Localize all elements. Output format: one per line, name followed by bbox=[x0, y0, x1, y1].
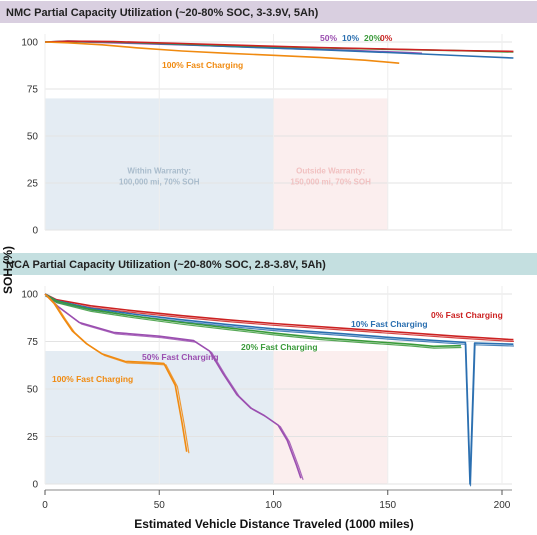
top-panel-header bbox=[0, 1, 537, 23]
x-tick-label: 200 bbox=[494, 500, 511, 511]
series-label: 20% bbox=[364, 33, 381, 43]
series-line-20-fast-charging bbox=[44, 293, 461, 348]
x-tick-label: 100 bbox=[265, 500, 282, 511]
x-tick-label: 50 bbox=[154, 500, 166, 511]
y-axis-label: SOH (%) bbox=[1, 246, 15, 294]
x-axis-label: Estimated Vehicle Distance Traveled (100… bbox=[134, 517, 413, 531]
series-label: 10% Fast Charging bbox=[351, 319, 428, 329]
y-tick-label: 0 bbox=[32, 226, 38, 237]
series-label: 50% Fast Charging bbox=[142, 352, 219, 362]
series-line-100-fast-charging bbox=[44, 293, 188, 452]
y-tick-label: 100 bbox=[21, 38, 38, 49]
bottom-panel-header bbox=[0, 253, 537, 275]
series-replicate-line bbox=[46, 295, 304, 480]
warranty-region-0-1 bbox=[273, 98, 388, 231]
y-tick-label: 75 bbox=[27, 337, 39, 348]
y-tick-label: 75 bbox=[27, 85, 39, 96]
bottom-panel-title: NCA Partial Capacity Utilization (~20-80… bbox=[6, 259, 326, 271]
warranty-region-1-1 bbox=[273, 351, 388, 484]
x-tick-label: 150 bbox=[379, 500, 396, 511]
series-label: 100% Fast Charging bbox=[52, 374, 133, 384]
y-tick-label: 25 bbox=[27, 179, 39, 190]
y-tick-label: 50 bbox=[27, 132, 39, 143]
y-tick-label: 100 bbox=[21, 290, 38, 301]
warranty-label: Within Warranty: bbox=[127, 166, 191, 175]
warranty-label: Outside Warranty: bbox=[296, 166, 365, 175]
y-tick-label: 50 bbox=[27, 385, 39, 396]
series-line-50-fast-charging bbox=[44, 293, 302, 479]
warranty-sublabel: 100,000 mi, 70% SOH bbox=[119, 177, 200, 186]
series-label: 0% Fast Charging bbox=[431, 310, 503, 320]
series-line-100-fast-charging bbox=[44, 41, 400, 64]
warranty-sublabel: 150,000 mi, 70% SOH bbox=[290, 177, 371, 186]
series-label: 10% bbox=[342, 33, 359, 43]
top-panel-title: NMC Partial Capacity Utilization (~20-80… bbox=[6, 7, 319, 19]
series-line-0- bbox=[44, 40, 514, 53]
y-tick-label: 0 bbox=[32, 480, 38, 491]
series-label: 50% bbox=[320, 33, 337, 43]
y-tick-label: 25 bbox=[27, 432, 39, 443]
x-tick-label: 0 bbox=[42, 500, 48, 511]
series-replicate-line bbox=[45, 295, 462, 349]
series-label: 0% bbox=[380, 33, 393, 43]
series-line-0-fast-charging bbox=[44, 293, 514, 341]
series-label: 100% Fast Charging bbox=[162, 60, 243, 70]
series-replicate-line bbox=[46, 295, 190, 454]
series-label: 20% Fast Charging bbox=[241, 342, 318, 352]
